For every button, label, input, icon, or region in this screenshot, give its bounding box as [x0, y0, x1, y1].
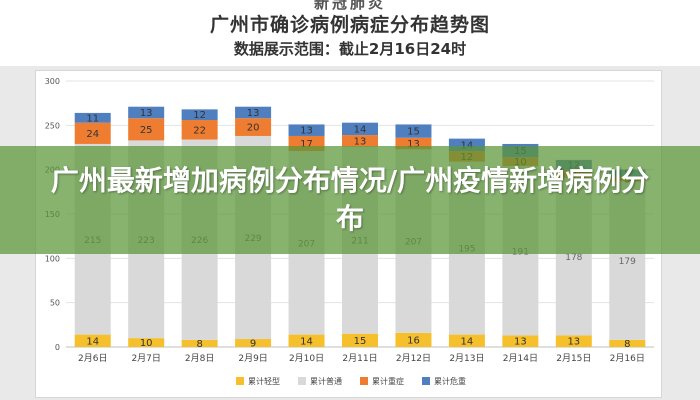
- headline-banner: 广州最新增加病例分布情况/广州疫情新增病例分布: [0, 146, 700, 254]
- bar-segment: [502, 335, 539, 347]
- x-tick-label: 2月9日: [238, 353, 267, 364]
- header-topline: 新冠肺炎: [313, 0, 386, 12]
- data-label: 178: [565, 253, 582, 263]
- bar-segment: [74, 112, 111, 123]
- x-tick-label: 2月14日: [503, 353, 538, 364]
- bar-segment: [128, 118, 165, 141]
- data-label: 24: [86, 129, 99, 140]
- data-label: 13: [407, 139, 420, 150]
- bar-segment: [288, 334, 325, 347]
- legend-label: 累计轻型: [248, 376, 280, 386]
- legend-swatch: [422, 377, 430, 385]
- data-label: 13: [247, 108, 260, 119]
- data-label: 25: [140, 125, 153, 136]
- x-tick-label: 2月7日: [131, 353, 160, 364]
- data-label: 22: [193, 125, 206, 136]
- bar-segment: [235, 118, 272, 136]
- bar-segment: [342, 333, 378, 347]
- bar-segment: [235, 339, 272, 347]
- data-label: 20: [247, 123, 260, 134]
- data-label: 14: [86, 336, 99, 347]
- bar-segment: [181, 339, 218, 347]
- data-label: 14: [461, 336, 474, 347]
- data-label: 9: [250, 339, 256, 350]
- x-tick-label: 2月8日: [185, 353, 214, 364]
- data-label: 13: [514, 337, 527, 348]
- bar-segment: [181, 109, 218, 121]
- bar-segment: [235, 106, 272, 119]
- y-tick-label: 300: [45, 77, 60, 86]
- data-label: 11: [86, 113, 99, 124]
- data-label: 13: [140, 108, 153, 119]
- bar-segment: [395, 332, 432, 347]
- y-tick-label: 100: [45, 254, 60, 263]
- data-label: 10: [140, 338, 153, 349]
- bar-segment: [288, 124, 325, 136]
- bar-segment: [128, 338, 165, 347]
- legend-label: 累计普通: [310, 376, 342, 386]
- data-label: 8: [196, 339, 202, 350]
- legend-label: 累计重症: [372, 376, 404, 386]
- data-label: 179: [619, 257, 636, 267]
- bar-segment: [448, 334, 485, 347]
- data-label: 15: [354, 336, 367, 347]
- data-label: 15: [407, 127, 420, 138]
- data-label: 13: [567, 337, 580, 348]
- data-label: 14: [461, 140, 474, 151]
- bar-segment: [128, 106, 165, 119]
- chart-subtitle: 数据展示范围：截止2月16日24时: [233, 40, 467, 58]
- data-label: 16: [407, 335, 420, 346]
- data-label: 12: [193, 110, 206, 121]
- bar-segment: [74, 122, 111, 144]
- data-label: 13: [354, 136, 367, 147]
- y-tick-label: 50: [50, 299, 60, 308]
- data-label: 17: [300, 139, 313, 150]
- y-tick-label: 0: [55, 343, 60, 352]
- x-tick-label: 2月6日: [78, 353, 107, 364]
- bar-segment: [609, 339, 646, 347]
- data-label: 14: [354, 124, 367, 135]
- bar-segment: [342, 135, 378, 147]
- bar-segment: [342, 122, 378, 136]
- bar-segment: [555, 335, 592, 347]
- legend-swatch: [360, 377, 368, 385]
- data-label: 8: [624, 339, 630, 350]
- y-tick-label: 250: [45, 121, 60, 130]
- x-tick-label: 2月10日: [289, 353, 324, 364]
- headline-text: 广州最新增加病例分布情况/广州疫情新增病例分布: [50, 164, 650, 235]
- bar-segment: [181, 120, 218, 140]
- bar-segment: [395, 137, 432, 150]
- chart-title: 广州市确诊病例病症分布趋势图: [209, 14, 490, 36]
- x-tick-label: 2月16日: [610, 353, 645, 364]
- data-label: 14: [300, 336, 313, 347]
- x-tick-label: 2月15日: [556, 353, 591, 364]
- x-tick-label: 2月12日: [396, 353, 431, 364]
- legend-label: 累计危重: [434, 376, 466, 386]
- chart-header: 新冠肺炎 广州市确诊病例病症分布趋势图 数据展示范围：截止2月16日24时: [0, 0, 700, 66]
- bar-segment: [74, 334, 111, 347]
- x-tick-label: 2月13日: [449, 353, 484, 364]
- x-tick-label: 2月11日: [342, 353, 377, 364]
- legend-swatch: [236, 377, 244, 385]
- data-label: 13: [300, 126, 313, 137]
- legend-swatch: [298, 377, 306, 385]
- bar-segment: [395, 124, 432, 138]
